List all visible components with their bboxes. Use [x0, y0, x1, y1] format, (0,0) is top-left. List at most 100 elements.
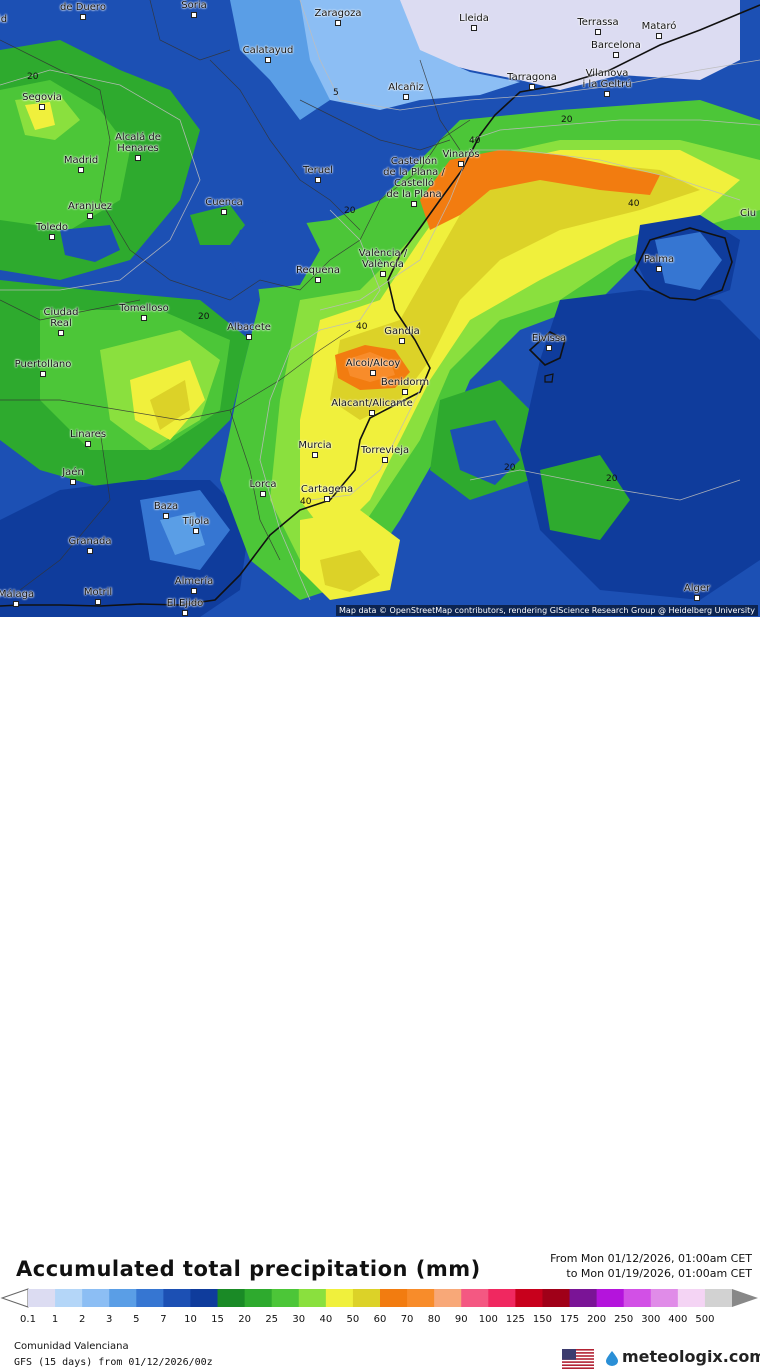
city-label-alcala: Alcalá de Henares: [115, 132, 161, 154]
scale-tick-17: 100: [478, 1314, 498, 1325]
city-label-lleida: Lleida: [459, 13, 489, 24]
city-marker-albacete: [246, 334, 252, 340]
city-marker-baza: [163, 513, 169, 519]
city-label-tomelloso: Tomelloso: [119, 303, 169, 314]
region-label: Comunidad Valenciana: [14, 1341, 129, 1352]
scale-swatch-12: [352, 1289, 381, 1307]
meteologix-brand[interactable]: meteologix.com: [622, 1347, 760, 1366]
scale-swatch-22: [623, 1289, 652, 1307]
city-label-vilanova: Vilanova i la Geltrú: [582, 68, 632, 90]
city-marker-tijola: [193, 528, 199, 534]
map-attribution[interactable]: Map data © OpenStreetMap contributors, r…: [336, 605, 758, 616]
city-label-eivissa: Eivissa: [531, 333, 567, 344]
us-flag-icon[interactable]: [562, 1349, 594, 1369]
precipitation-map[interactable]: Map data © OpenStreetMap contributors, r…: [0, 0, 760, 617]
scale-swatch-0: [28, 1289, 56, 1307]
scale-swatch-5: [163, 1289, 191, 1307]
city-marker-aranda: [80, 14, 86, 20]
scale-tick-18: 125: [505, 1314, 525, 1325]
scale-swatch-20: [569, 1289, 598, 1307]
scale-swatch-3: [109, 1289, 137, 1307]
scale-swatch-15: [434, 1289, 462, 1307]
city-marker-murcia: [312, 452, 318, 458]
scale-swatch-25: [704, 1289, 733, 1307]
city-label-ciudadreal: Ciudad Real: [43, 307, 79, 329]
map-canvas: [0, 0, 760, 617]
city-marker-segovia: [39, 104, 45, 110]
city-label-tarragona: Tarragona: [507, 72, 557, 83]
scale-swatch-10: [298, 1289, 327, 1307]
city-label-terrassa: Terrassa: [577, 17, 619, 28]
city-marker-benidorm: [402, 389, 408, 395]
city-label-alger: Alger: [683, 583, 711, 594]
city-label-toledo: Toledo: [36, 222, 68, 233]
city-marker-aranjuez: [87, 213, 93, 219]
scale-tick-21: 200: [587, 1314, 607, 1325]
city-marker-soria: [191, 12, 197, 18]
scale-swatch-4: [136, 1289, 164, 1307]
scale-tick-20: 175: [559, 1314, 580, 1325]
city-label-requena: Requena: [296, 265, 340, 276]
scale-tick-0: 0.1: [20, 1314, 36, 1325]
city-label-linares: Linares: [69, 429, 107, 440]
city-label-motril: Motril: [83, 587, 113, 598]
city-label-albacete: Albacete: [227, 322, 271, 333]
contour-label-c3: 40: [469, 136, 481, 146]
contour-label-c10: 20: [606, 474, 618, 484]
city-marker-cuenca: [221, 209, 227, 215]
scale-tick-25: 500: [695, 1314, 715, 1325]
city-label-calatayud: Calatayud: [242, 45, 294, 56]
city-label-alcoy: Alcoi/Alcoy: [345, 358, 401, 369]
scale-tick-10: 30: [292, 1314, 306, 1325]
city-marker-torrevieja: [382, 457, 388, 463]
city-marker-toledo: [49, 234, 55, 240]
scale-tick-2: 2: [78, 1314, 86, 1325]
contour-label-c6: 20: [344, 206, 356, 216]
city-label-cuenca: Cuenca: [205, 197, 243, 208]
scale-tick-7: 15: [211, 1314, 224, 1325]
scale-swatch-7: [217, 1289, 246, 1307]
scale-tick-14: 70: [400, 1314, 414, 1325]
city-marker-lleida: [471, 25, 477, 31]
scale-tick-4: 5: [133, 1314, 140, 1325]
city-marker-alger: [694, 595, 700, 601]
city-label-madrid: Madrid: [63, 155, 99, 166]
city-label-almeria: Almería: [174, 576, 214, 587]
scale-tick-23: 300: [641, 1314, 661, 1325]
legend-title: Accumulated total precipitation (mm): [16, 1257, 481, 1281]
scale-tick-1: 1: [51, 1314, 59, 1325]
city-label-tijola: Tíjola: [182, 516, 210, 527]
scale-swatch-13: [380, 1289, 408, 1307]
city-label-gandia: Gandia: [384, 326, 420, 337]
scale-swatch-9: [271, 1289, 300, 1307]
city-label-aranda: Aranda de Duero: [60, 0, 106, 13]
partial-label-ciu: Ciu: [740, 208, 757, 219]
scale-tick-13: 60: [373, 1314, 387, 1325]
scale-swatch-11: [325, 1289, 354, 1307]
city-label-vinaros: Vinaròs: [442, 149, 480, 160]
city-marker-alcaniz: [403, 94, 409, 100]
scale-swatch-23: [650, 1289, 679, 1307]
city-label-zaragoza: Zaragoza: [314, 8, 362, 19]
city-label-lorca: Lorca: [249, 479, 277, 490]
scale-under-arrow: [0, 1288, 29, 1308]
city-label-alcaniz: Alcañiz: [388, 82, 424, 93]
city-marker-barcelona: [613, 52, 619, 58]
city-label-malaga: Málaga: [0, 589, 35, 600]
city-marker-palma: [656, 266, 662, 272]
scale-swatch-1: [55, 1289, 83, 1307]
scale-swatch-19: [542, 1289, 571, 1307]
scale-swatch-14: [407, 1289, 435, 1307]
city-label-granada: Granada: [68, 536, 112, 547]
meteologix-logo-icon: [606, 1351, 618, 1366]
scale-tick-16: 90: [454, 1314, 468, 1325]
scale-tick-9: 25: [265, 1314, 279, 1325]
contour-label-c11: 40: [300, 497, 312, 507]
scale-swatch-17: [488, 1289, 516, 1307]
city-marker-linares: [85, 441, 91, 447]
scale-tick-5: 7: [160, 1314, 167, 1325]
date-range-from: From Mon 01/12/2026, 01:00am CET: [550, 1252, 752, 1265]
scale-tick-24: 400: [668, 1314, 688, 1325]
city-label-baza: Baza: [153, 501, 179, 512]
contour-label-c1: 20: [27, 72, 39, 82]
